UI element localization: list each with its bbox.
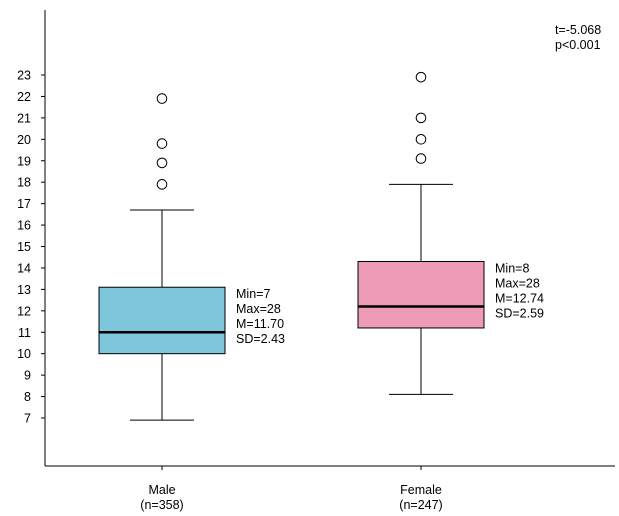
y-tick-label: 19	[17, 154, 31, 168]
box-iqr	[98, 286, 226, 355]
stat-label: M=12.74	[495, 292, 544, 306]
y-tick-label: 10	[17, 347, 31, 361]
outlier-point	[156, 157, 168, 169]
outlier-point	[415, 71, 427, 83]
axes: 789101112131415161718192021222328	[17, 10, 615, 467]
x-category-n-label: (n=358)	[140, 498, 183, 512]
outlier-point	[156, 93, 168, 104]
stat-label: Min=8	[495, 262, 529, 276]
y-tick-label: 22	[17, 90, 31, 104]
x-category-label: Male	[148, 483, 175, 497]
stat-label: Min=7	[236, 287, 270, 301]
y-tick-label: 8	[24, 390, 31, 404]
y-tick-label: 11	[18, 326, 31, 340]
stat-label: M=11.70	[236, 317, 284, 331]
y-tick-label: 15	[17, 240, 31, 254]
test-statistic-label: p<0.001	[555, 38, 601, 52]
y-tick-label: 12	[17, 304, 31, 318]
y-tick-label: 17	[17, 197, 31, 211]
stat-label: SD=2.43	[236, 332, 285, 346]
outlier-point	[415, 112, 427, 124]
stat-label: Max=28	[495, 277, 540, 291]
outlier-point	[156, 179, 168, 190]
box-groups: Min=7Max=28M=11.70SD=2.43Male(n=358)Min=…	[98, 71, 544, 512]
y-tick-label: 16	[17, 219, 31, 233]
outlier-point	[415, 134, 427, 145]
y-tick-label: 23	[17, 69, 31, 83]
y-tick-label: 9	[24, 369, 31, 383]
y-tick-label: 21	[17, 111, 31, 125]
test-statistic-label: t=-5.068	[555, 23, 601, 37]
x-category-n-label: (n=247)	[399, 498, 442, 512]
stat-label: Max=28	[236, 302, 281, 316]
stat-label: SD=2.59	[495, 307, 544, 321]
y-tick-label: 20	[17, 133, 31, 147]
y-tick-label: 13	[17, 283, 31, 297]
y-tick-label: 14	[17, 261, 31, 275]
box-iqr	[357, 261, 485, 329]
outlier-point	[415, 153, 427, 164]
x-category-label: Female	[400, 483, 442, 497]
y-tick-label: 7	[24, 412, 31, 426]
y-tick-label: 18	[17, 176, 31, 190]
outlier-point	[156, 138, 168, 149]
